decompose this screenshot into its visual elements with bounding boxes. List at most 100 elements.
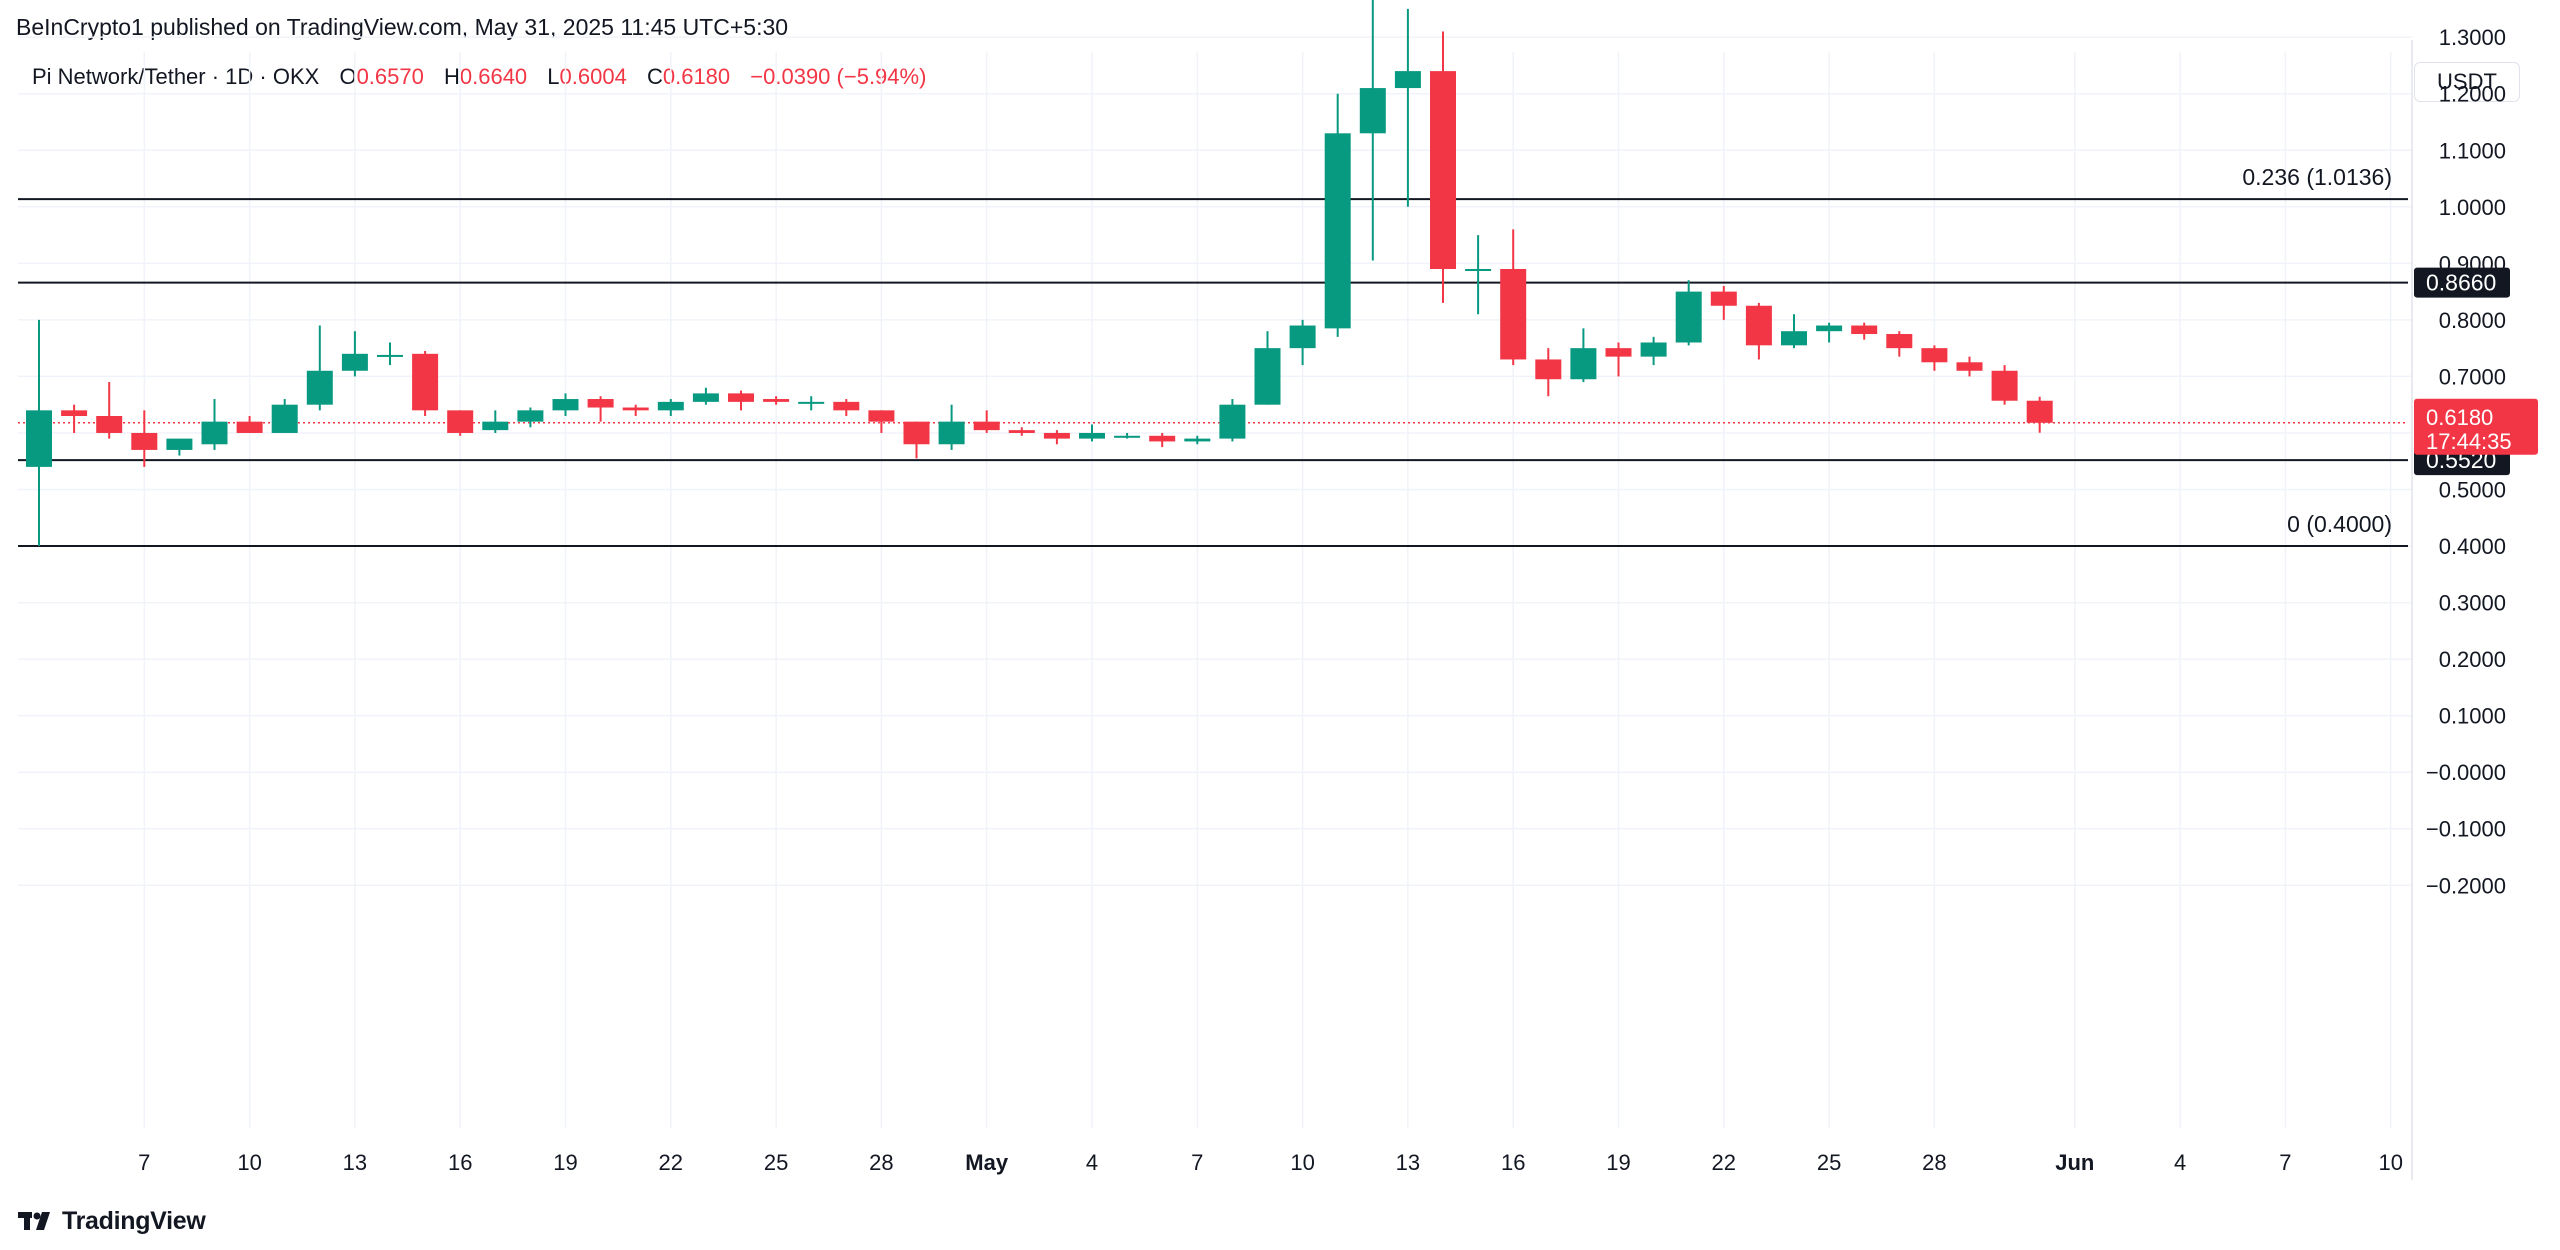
candle-body [96,415,123,433]
x-tick-label: 4 [1086,1150,1098,1175]
price-badge-text: 0.8660 [2426,270,2496,296]
candle-body [1184,438,1211,442]
symbol-title[interactable]: Pi Network/Tether · 1D · OKX [32,64,320,89]
countdown-text: 17:44:35 [2426,429,2512,454]
candle [938,404,965,450]
candle-body [692,393,719,402]
candle-body [1043,432,1070,439]
candle [1079,424,1105,442]
candle [1149,432,1176,448]
candle-body [482,421,509,431]
candle-body [1675,291,1702,343]
time-axis: 7 10 13 16 19 22 25 28 May 4 7 10 13 16 19 22 25 28 Jun 4 7 1… [138,1150,2403,1175]
candle [271,399,298,433]
candle-body [1289,325,1316,349]
candle-body [1535,359,1562,380]
x-tick-label: 7 [138,1150,150,1175]
low-label: L [547,64,560,89]
candle [1640,336,1667,366]
y-tick-label: −0.0000 [2426,760,2506,785]
candle [1816,322,1843,343]
candle-body [1781,331,1807,346]
candle [1710,285,1737,320]
candle [1921,345,1948,371]
candle [517,407,544,428]
candle [1956,356,1983,377]
x-tick-label: 19 [1606,1150,1630,1175]
candle-body [61,410,88,416]
candle-body [973,421,1000,431]
price-badge: 0.8660 [2414,267,2510,298]
candle [447,410,474,436]
x-tick-label: 25 [1817,1150,1841,1175]
candle-body [1605,348,1632,357]
last-price-badge-bg [2414,398,2538,455]
candles [26,0,2053,547]
candle-body [1710,291,1737,306]
last-price-text: 0.6180 [2426,405,2493,430]
candle [622,404,649,416]
candle-body [657,401,684,411]
chart-grid [18,36,2413,1180]
y-tick-label: −0.1000 [2426,817,2506,842]
candle-body [1956,362,1983,371]
candle-body [1219,404,1246,439]
candle [587,396,614,422]
candle-body [552,399,579,411]
candle-body [1149,435,1176,442]
candle [552,393,579,416]
level-label: 0 (0.4000) [2287,511,2392,537]
tradingview-logo[interactable]: TradingView [18,1204,206,1238]
candle [1605,342,1632,377]
x-tick-label: 13 [1396,1150,1420,1175]
candle [1991,365,2018,405]
tradingview-logo-text: TradingView [62,1206,206,1235]
candle-body [1465,268,1492,271]
level-label: 0.236 (1.0136) [2242,164,2392,190]
candle [236,415,263,433]
candle [482,410,509,433]
candle [1430,31,1456,303]
published-byline: BeInCrypto1 published on TradingView.com… [16,14,789,40]
candle [166,438,193,456]
open-value: 0.6570 [356,64,424,89]
candle [201,399,228,450]
x-tick-label: 22 [659,1150,683,1175]
candle-body [1114,435,1141,438]
x-tick-label: 10 [2378,1150,2402,1175]
candle [798,396,825,411]
candle [1886,331,1913,357]
y-tick-label: 1.1000 [2439,138,2506,163]
y-tick-label: 0.7000 [2439,364,2506,389]
high-value: 0.6640 [459,64,528,89]
candle [1394,8,1421,207]
candle-body [1851,325,1878,335]
x-tick-label: 19 [553,1150,577,1175]
candle-body [938,421,965,445]
candle-body [622,407,649,411]
candle-body [1359,88,1386,134]
y-tick-label: 0.1000 [2439,704,2506,729]
y-tick-label: 0.3000 [2439,591,2506,616]
price-badge-bg [2414,267,2510,298]
x-tick-label: 7 [2279,1150,2291,1175]
candle [131,410,158,467]
x-tick-label: 10 [1290,1150,1314,1175]
candle [306,325,333,411]
candle-body [377,354,403,357]
candle [2026,396,2053,433]
candle [973,410,1000,433]
candle-body [1570,348,1597,380]
candle-body [1079,432,1105,439]
currency-button[interactable]: USDT [2414,62,2520,102]
x-tick-label: 7 [1191,1150,1203,1175]
x-tick-label: May [965,1150,1009,1175]
low-value: 0.6004 [559,64,627,89]
candle-body [1886,334,1913,349]
x-tick-label: 25 [764,1150,788,1175]
candle-body [2026,400,2053,423]
candle-body [166,438,193,450]
